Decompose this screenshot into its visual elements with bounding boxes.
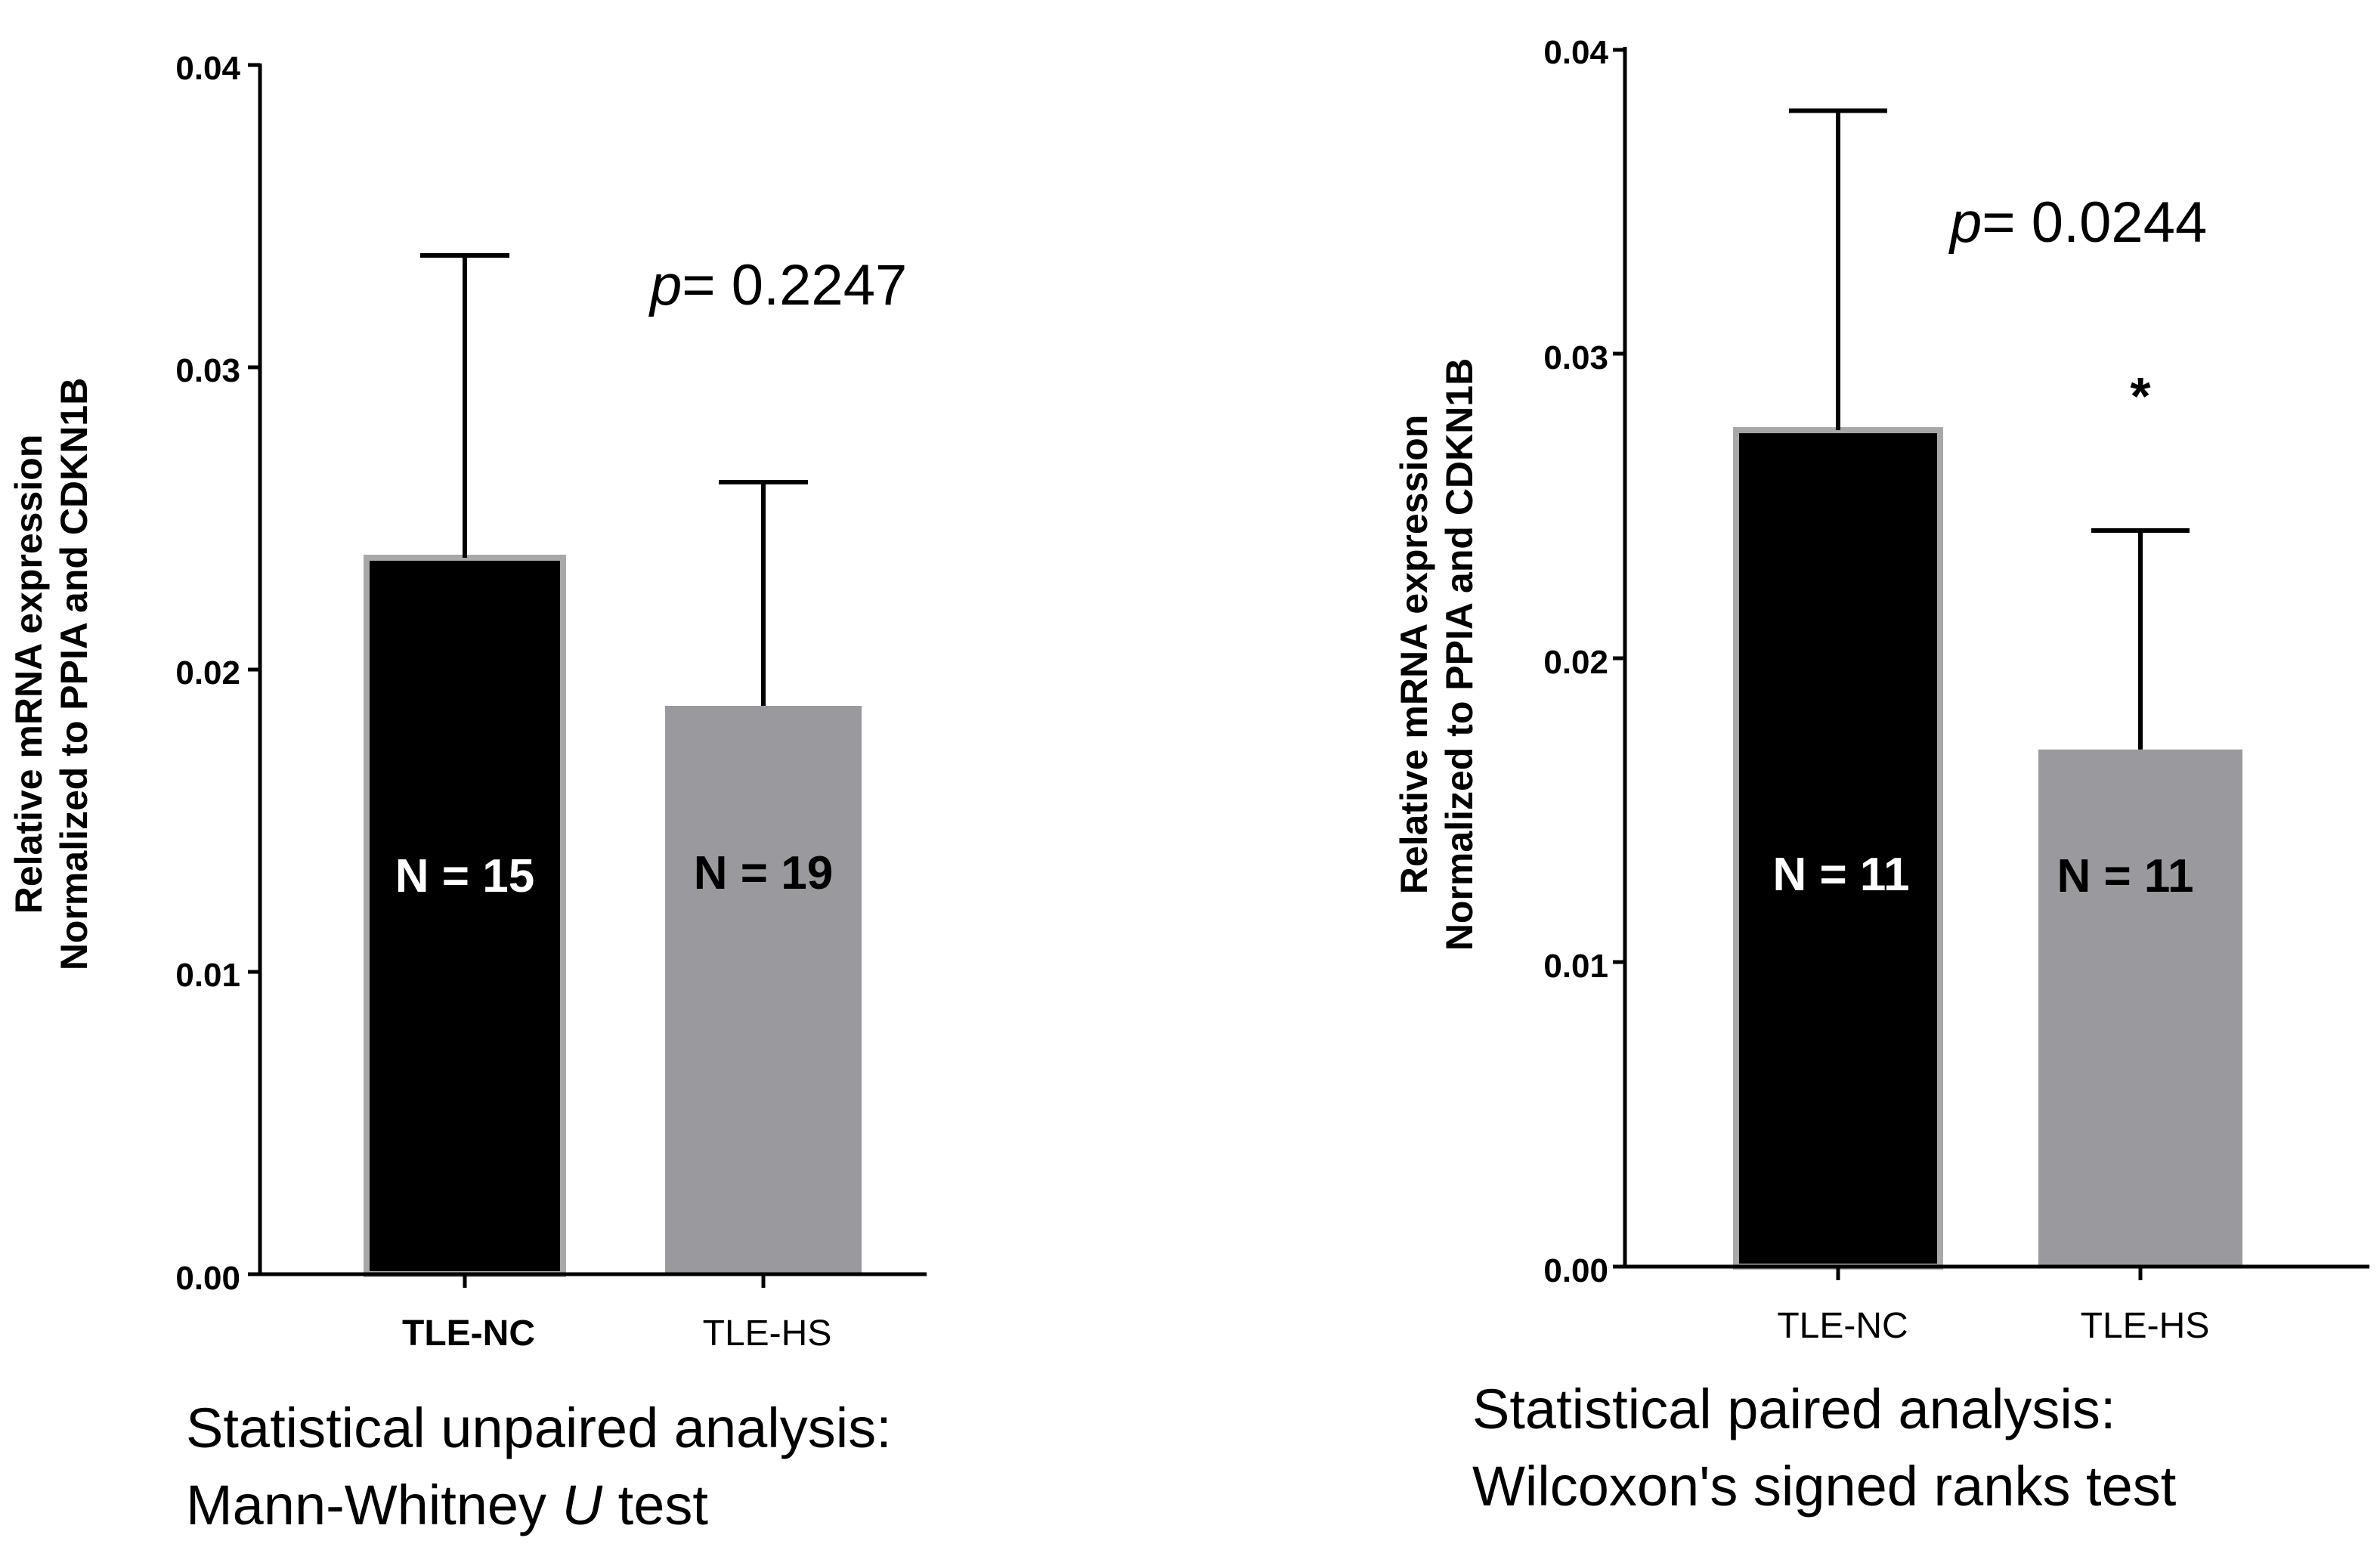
left-xtick-label-tle-hs: TLE-HS: [703, 1313, 832, 1354]
left-ylabel-line2: Normalized to PPIA and CDKN1B: [53, 378, 95, 970]
left-panel: Relative mRNA expression Normalized to P…: [8, 50, 927, 1536]
right-xtick-label-tle-nc: TLE-NC: [1777, 1306, 1908, 1346]
left-ytick-label-4: 0.04: [175, 50, 240, 87]
right-ytick-label-1: 0.01: [1543, 948, 1608, 985]
left-ytick-label-0: 0.00: [175, 1260, 240, 1297]
right-ytick-label-0: 0.00: [1543, 1252, 1608, 1289]
right-significance-marker: *: [2130, 367, 2151, 425]
right-xtick-label-tle-hs: TLE-HS: [2081, 1306, 2210, 1346]
right-ylabel-line1: Relative mRNA expression: [1393, 415, 1435, 895]
left-caption-test: test: [602, 1474, 708, 1536]
left-ylabel-line1: Relative mRNA expression: [8, 435, 50, 914]
right-p-number: = 0.0244: [1982, 190, 2207, 255]
left-caption-u: U: [562, 1474, 603, 1536]
left-caption-line1: Statistical unpaired analysis:: [186, 1397, 892, 1459]
right-ylabel-line2: Normalized to PPIA and CDKN1B: [1438, 358, 1481, 951]
right-bar-tle-hs: [2038, 749, 2242, 1267]
right-ytick-label-4: 0.04: [1543, 34, 1608, 71]
left-xtick-label-tle-nc: TLE-NC: [402, 1313, 535, 1354]
left-bar-label-tle-nc: N = 15: [395, 850, 534, 902]
right-ytick-label-3: 0.03: [1543, 339, 1608, 376]
left-ytick-label-2: 0.02: [175, 654, 240, 692]
right-p-value: p= 0.0244: [1948, 190, 2207, 255]
left-errorbar-tle-hs: [719, 480, 808, 706]
right-caption-line1: Statistical paired analysis:: [1472, 1378, 2115, 1440]
right-bar-label-tle-hs: N = 11: [2057, 850, 2194, 902]
left-ytick-label-1: 0.01: [175, 957, 240, 994]
right-bar-label-tle-nc: N = 11: [1773, 849, 1910, 901]
right-errorbar-tle-hs: [2091, 528, 2190, 750]
left-p-number: = 0.2247: [682, 253, 907, 317]
left-p-prefix: p: [648, 253, 682, 317]
right-bar-tle-nc: [1733, 427, 1943, 1270]
right-ytick-label-2: 0.02: [1543, 644, 1608, 681]
right-errorbar-tle-nc: [1789, 108, 1887, 431]
left-errorbar-tle-nc: [420, 253, 509, 558]
right-caption-line2: Wilcoxon's signed ranks test: [1472, 1455, 2177, 1518]
left-p-value: p= 0.2247: [648, 253, 907, 317]
left-bar-label-tle-hs: N = 19: [694, 847, 833, 899]
right-panel: Relative mRNA expression Normalized to P…: [1393, 34, 2369, 1518]
left-caption-line2: Mann-Whitney U test: [186, 1474, 708, 1536]
left-bar-tle-nc: [364, 555, 566, 1277]
left-caption-text: Mann-Whitney: [186, 1474, 562, 1536]
left-ytick-label-3: 0.03: [175, 352, 240, 389]
right-p-prefix: p: [1948, 190, 1982, 255]
left-bar-tle-hs: [665, 706, 862, 1274]
